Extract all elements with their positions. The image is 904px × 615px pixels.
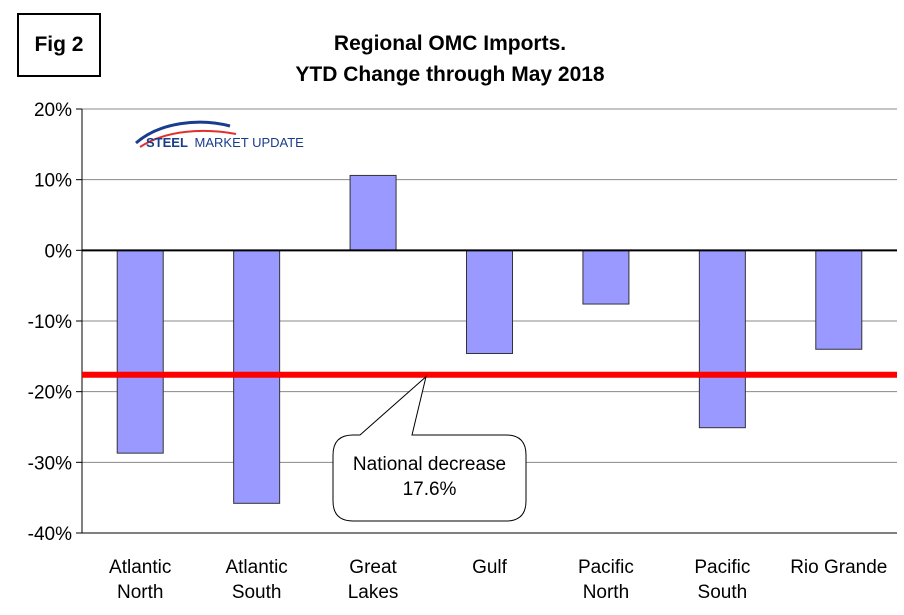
callout-text: National decrease 17.6% xyxy=(333,452,526,502)
callout-line-1: National decrease xyxy=(352,454,507,475)
logo-text-bold: STEEL xyxy=(146,135,188,150)
y-tick-label: -10% xyxy=(28,312,72,333)
bar xyxy=(698,249,746,429)
chart-title-line-1: Regional OMC Imports. xyxy=(333,32,567,55)
bar xyxy=(466,249,513,355)
figure-label: Fig 2 xyxy=(17,13,101,77)
x-tick-label: Gulf xyxy=(472,557,508,578)
y-tick-label: -20% xyxy=(28,383,72,404)
axes xyxy=(81,109,897,534)
y-tick-label: 20% xyxy=(34,100,72,121)
x-tick-label: Atlantic South xyxy=(225,557,287,603)
reference-layer xyxy=(82,371,897,522)
y-tick-label: -30% xyxy=(28,453,72,474)
y-tick-label: 0% xyxy=(45,241,73,262)
logo-swoosh-icon xyxy=(135,120,237,148)
bar xyxy=(582,249,630,305)
y-axis-ticks: 20% 10% 0% -10% -20% -30% -40% xyxy=(28,100,82,545)
x-tick-label: Pacific South xyxy=(694,557,750,603)
bar xyxy=(815,249,863,350)
callout-bubble xyxy=(332,375,527,522)
chart-title-line-2: YTD Change through May 2018 xyxy=(295,63,605,86)
callout-line-2: 17.6% xyxy=(402,479,457,500)
bar xyxy=(116,249,164,454)
y-tick-label: -40% xyxy=(28,524,72,545)
x-tick-label: Pacific North xyxy=(578,557,634,603)
bar xyxy=(349,174,397,251)
logo-text: STEEL MARKET UPDATE xyxy=(146,135,304,150)
steel-market-update-logo: STEEL MARKET UPDATE xyxy=(135,120,304,150)
x-tick-label: Atlantic North xyxy=(109,557,171,603)
chart-title: Regional OMC Imports. YTD Change through… xyxy=(210,28,690,90)
y-tick-label: 10% xyxy=(34,171,72,192)
x-tick-label: Great Lakes xyxy=(348,557,399,603)
x-axis-labels: Atlantic North Atlantic South Great Lakes Gulf… xyxy=(109,557,887,603)
x-tick-label: Rio Grande xyxy=(790,557,887,578)
logo-text-rest: MARKET UPDATE xyxy=(195,135,305,150)
